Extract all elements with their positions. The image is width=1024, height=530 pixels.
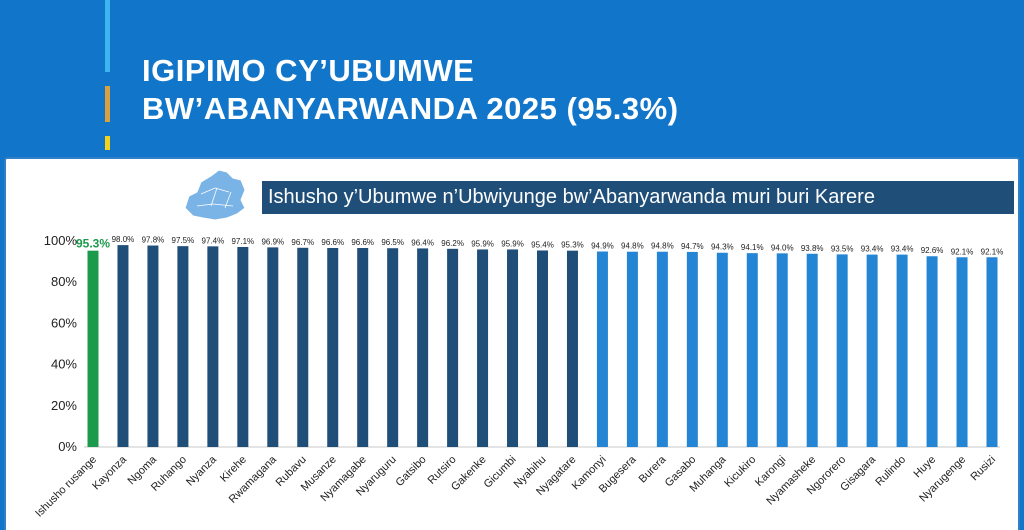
bar xyxy=(836,254,848,447)
bar xyxy=(417,248,429,447)
x-tick-label: Huye xyxy=(912,454,939,481)
bar xyxy=(806,253,818,447)
bar xyxy=(626,251,638,447)
bar xyxy=(566,250,578,447)
bar xyxy=(896,254,908,447)
x-tick-label: Kicukiro xyxy=(722,454,758,490)
data-label: 94.0% xyxy=(771,243,794,252)
bar xyxy=(686,251,698,447)
y-tick-label: 60% xyxy=(51,315,77,330)
data-label: 93.4% xyxy=(891,245,914,254)
data-label: 92.1% xyxy=(951,247,974,256)
bar xyxy=(986,257,998,447)
bar xyxy=(596,251,608,447)
bar xyxy=(267,247,279,447)
bar xyxy=(357,248,369,447)
bar xyxy=(207,246,219,447)
x-tick-label: Gatsibo xyxy=(393,454,428,489)
data-label: 94.3% xyxy=(711,243,734,252)
title-line-2: BW’ABANYARWANDA 2025 (95.3%) xyxy=(142,91,679,126)
data-label: 95.3% xyxy=(561,241,584,250)
bar xyxy=(87,250,99,447)
data-label: 95.3% xyxy=(76,237,110,251)
x-tick-label: Gicumbi xyxy=(482,454,519,491)
data-label: 93.5% xyxy=(831,244,854,253)
data-label: 96.6% xyxy=(351,238,374,247)
bar xyxy=(776,253,788,447)
accent-bar-orange xyxy=(105,86,110,122)
title-line-1: IGIPIMO CY’UBUMWE xyxy=(142,53,475,88)
data-label: 94.8% xyxy=(651,242,674,251)
data-label: 94.9% xyxy=(591,242,614,251)
bar xyxy=(387,248,399,447)
data-label: 98.0% xyxy=(112,235,135,244)
bar xyxy=(327,248,339,447)
bar xyxy=(117,245,129,447)
bar xyxy=(237,246,249,447)
chart-title: Ishusho y’Ubumwe n’Ubwiyunge bw’Abanyarw… xyxy=(262,181,1014,214)
data-label: 92.6% xyxy=(921,246,944,255)
bar xyxy=(716,252,728,447)
bar xyxy=(147,245,159,447)
bar xyxy=(177,246,189,447)
data-label: 96.7% xyxy=(291,238,314,247)
data-label: 94.7% xyxy=(681,242,704,251)
data-label: 95.9% xyxy=(501,239,524,248)
y-tick-label: 40% xyxy=(51,357,77,372)
data-label: 97.8% xyxy=(142,236,165,245)
data-label: 96.5% xyxy=(381,238,404,247)
bar xyxy=(447,248,459,447)
x-tick-label: Kayonza xyxy=(90,453,129,492)
data-label: 92.1% xyxy=(981,247,1004,256)
bar xyxy=(477,249,489,447)
bar xyxy=(297,247,309,447)
data-label: 97.1% xyxy=(231,237,254,246)
bar xyxy=(656,251,668,447)
y-tick-label: 80% xyxy=(51,274,77,289)
y-tick-label: 0% xyxy=(58,439,77,454)
data-label: 95.9% xyxy=(471,239,494,248)
x-tick-label: Ishusho rusange xyxy=(33,454,99,520)
bar xyxy=(537,250,548,447)
rwanda-map-icon xyxy=(184,169,246,221)
data-label: 97.4% xyxy=(202,236,225,245)
data-label: 96.2% xyxy=(441,239,464,248)
data-label: 94.8% xyxy=(621,242,644,251)
header-banner: IGIPIMO CY’UBUMWE BW’ABANYARWANDA 2025 (… xyxy=(0,0,1024,150)
accent-bar-blue xyxy=(105,0,110,72)
page-title: IGIPIMO CY’UBUMWE BW’ABANYARWANDA 2025 (… xyxy=(142,52,679,128)
data-label: 95.4% xyxy=(531,240,554,249)
x-tick-label: Rusizi xyxy=(968,454,998,484)
bar xyxy=(926,256,938,447)
bar xyxy=(507,249,519,447)
data-label: 96.4% xyxy=(411,238,434,247)
data-label: 96.6% xyxy=(321,238,344,247)
bar xyxy=(866,254,878,447)
data-label: 93.8% xyxy=(801,244,824,253)
data-label: 93.4% xyxy=(861,245,884,254)
y-tick-label: 20% xyxy=(51,398,77,413)
data-label: 94.1% xyxy=(741,243,764,252)
bar xyxy=(746,253,758,447)
data-label: 96.9% xyxy=(261,237,284,246)
accent-bar-yellow xyxy=(105,136,110,150)
y-tick-label: 100% xyxy=(44,233,78,248)
x-tick-label: Rulindo xyxy=(873,454,908,489)
x-tick-label: Nyanza xyxy=(184,453,219,488)
data-label: 97.5% xyxy=(172,236,195,245)
bar xyxy=(956,257,968,447)
